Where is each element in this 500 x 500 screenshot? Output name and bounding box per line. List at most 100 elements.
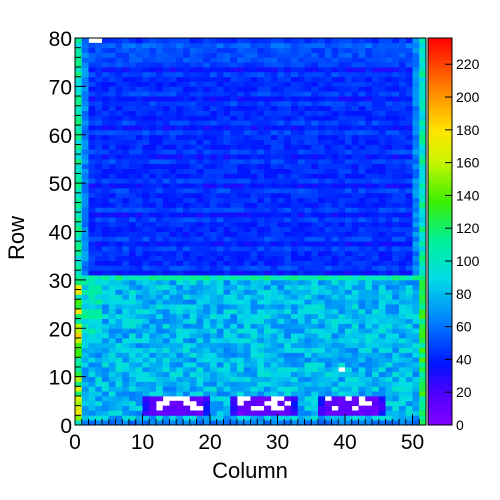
heatmap-cell bbox=[291, 38, 299, 44]
heatmap-cell bbox=[223, 226, 231, 232]
heatmap-cell bbox=[412, 216, 420, 223]
heatmap-cell bbox=[108, 81, 116, 87]
heatmap-cell bbox=[412, 110, 420, 116]
heatmap-cell bbox=[419, 91, 427, 97]
heatmap-cell bbox=[358, 81, 366, 87]
heatmap-cell bbox=[189, 221, 197, 228]
heatmap-cell bbox=[230, 289, 238, 295]
heatmap-cell bbox=[243, 192, 251, 199]
heatmap-cell bbox=[243, 415, 251, 421]
heatmap-cell bbox=[311, 236, 319, 242]
heatmap-cell bbox=[183, 366, 191, 373]
colorbar-swatch bbox=[428, 105, 452, 110]
colorbar-swatch bbox=[428, 363, 452, 368]
heatmap-cell bbox=[108, 405, 116, 411]
heatmap-cell bbox=[149, 410, 157, 416]
heatmap-cell bbox=[365, 212, 373, 218]
heatmap-cell bbox=[75, 168, 83, 174]
heatmap-cell bbox=[338, 250, 346, 257]
heatmap-cell bbox=[135, 328, 143, 334]
heatmap-cell bbox=[149, 357, 157, 363]
heatmap-cell bbox=[156, 71, 164, 78]
heatmap-cell bbox=[392, 187, 400, 194]
heatmap-cell bbox=[216, 347, 224, 353]
heatmap-cell bbox=[142, 371, 150, 378]
heatmap-cell bbox=[129, 265, 137, 271]
heatmap-cell bbox=[378, 386, 386, 392]
heatmap-cell bbox=[297, 323, 305, 329]
heatmap-cell bbox=[149, 226, 157, 232]
heatmap-cell bbox=[223, 347, 231, 353]
heatmap-cell bbox=[237, 410, 245, 416]
heatmap-cell bbox=[297, 144, 305, 150]
heatmap-cell bbox=[338, 221, 346, 228]
colorbar-swatch bbox=[428, 315, 452, 320]
heatmap-cell bbox=[338, 246, 346, 252]
heatmap-cell bbox=[345, 352, 353, 358]
heatmap-cell bbox=[365, 183, 373, 189]
heatmap-cell bbox=[250, 275, 258, 281]
heatmap-cell bbox=[88, 352, 96, 358]
heatmap-cell bbox=[196, 328, 204, 334]
heatmap-cell bbox=[318, 391, 326, 397]
heatmap-cell bbox=[297, 357, 305, 363]
colorbar-swatch bbox=[428, 192, 452, 197]
heatmap-cell bbox=[210, 38, 218, 44]
heatmap-cell bbox=[210, 347, 218, 353]
heatmap-cell bbox=[223, 52, 231, 58]
heatmap-cell bbox=[115, 57, 123, 63]
heatmap-cell bbox=[358, 260, 366, 266]
heatmap-cell bbox=[331, 67, 339, 73]
heatmap-cell bbox=[142, 328, 150, 334]
heatmap-cell bbox=[284, 231, 292, 237]
heatmap-cell bbox=[183, 57, 191, 63]
heatmap-cell bbox=[196, 134, 204, 140]
heatmap-cell bbox=[203, 337, 211, 344]
heatmap-cell bbox=[183, 47, 191, 53]
heatmap-cell bbox=[196, 410, 204, 416]
heatmap-cell bbox=[412, 400, 420, 407]
heatmap-cell bbox=[331, 154, 339, 160]
heatmap-cell bbox=[291, 71, 299, 78]
heatmap-cell bbox=[183, 313, 191, 319]
heatmap-cell bbox=[108, 202, 116, 208]
heatmap-cell bbox=[304, 415, 312, 421]
heatmap-cell bbox=[324, 337, 332, 344]
heatmap-cell bbox=[189, 420, 197, 426]
heatmap-cell bbox=[196, 67, 204, 73]
heatmap-cell bbox=[324, 270, 332, 276]
heatmap-cell bbox=[257, 308, 265, 315]
heatmap-cell bbox=[189, 216, 197, 223]
heatmap-cell bbox=[345, 270, 353, 276]
heatmap-cell bbox=[399, 275, 407, 281]
heatmap-cell bbox=[88, 405, 96, 411]
heatmap-cell bbox=[95, 221, 103, 228]
heatmap-cell bbox=[237, 294, 245, 300]
heatmap-cell bbox=[324, 255, 332, 261]
heatmap-cell bbox=[284, 371, 292, 378]
heatmap-cell bbox=[203, 391, 211, 397]
heatmap-cell bbox=[135, 38, 143, 44]
heatmap-cell bbox=[392, 57, 400, 63]
heatmap-cell bbox=[102, 110, 110, 116]
heatmap-cell bbox=[419, 149, 427, 155]
heatmap-cell bbox=[149, 212, 157, 218]
heatmap-cell bbox=[243, 197, 251, 203]
colorbar-swatch bbox=[428, 196, 452, 200]
heatmap-cell bbox=[365, 362, 373, 368]
heatmap-cell bbox=[203, 357, 211, 363]
colorbar-swatch bbox=[428, 212, 452, 216]
heatmap-cell bbox=[284, 81, 292, 87]
colorbar-swatch bbox=[428, 50, 452, 55]
heatmap-cell bbox=[412, 163, 420, 170]
heatmap-cell bbox=[264, 134, 272, 140]
heatmap-cell bbox=[95, 52, 103, 58]
heatmap-cell bbox=[162, 260, 170, 266]
heatmap-cell bbox=[324, 328, 332, 334]
heatmap-cell bbox=[135, 134, 143, 140]
heatmap-cell bbox=[203, 299, 211, 305]
heatmap-cell bbox=[385, 284, 393, 290]
heatmap-cell bbox=[129, 192, 137, 199]
heatmap-cell bbox=[419, 187, 427, 194]
heatmap-cell bbox=[203, 400, 211, 407]
